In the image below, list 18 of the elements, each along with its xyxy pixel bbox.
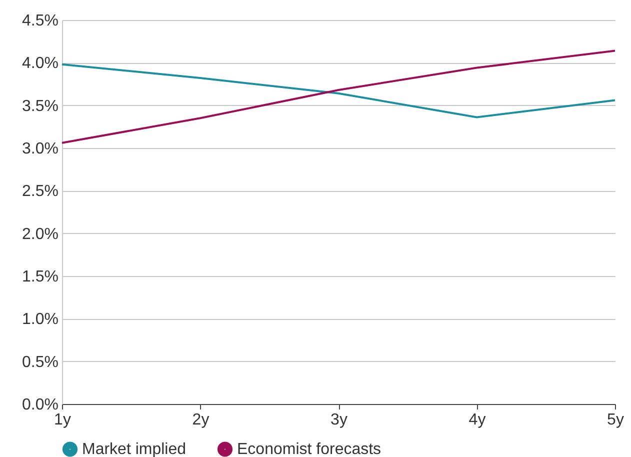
- x-tick-label: 1y: [54, 412, 71, 428]
- line-series: [61, 63, 616, 118]
- y-tick-label: 1.5%: [22, 268, 58, 286]
- y-tick-label: 4.0%: [22, 55, 58, 72]
- y-tick-label: 4.5%: [22, 12, 58, 30]
- x-tick-label: 5y: [607, 412, 624, 428]
- y-tick-label: 3.5%: [22, 98, 58, 115]
- line-series: [61, 50, 616, 144]
- x-tick-label: 2y: [192, 412, 210, 428]
- x-tick-label: 3y: [330, 412, 348, 428]
- y-tick-label: 0.5%: [22, 354, 58, 371]
- y-tick-label: 0.0%: [22, 396, 58, 414]
- legend-label: Economist forecasts: [237, 441, 382, 457]
- y-tick-label: 3.0%: [22, 140, 58, 158]
- y-tick-label: 1.0%: [22, 311, 58, 328]
- y-tick-label: 2.0%: [22, 226, 58, 243]
- y-tick-label: 2.5%: [22, 183, 58, 200]
- x-tick-label: 4y: [468, 412, 486, 428]
